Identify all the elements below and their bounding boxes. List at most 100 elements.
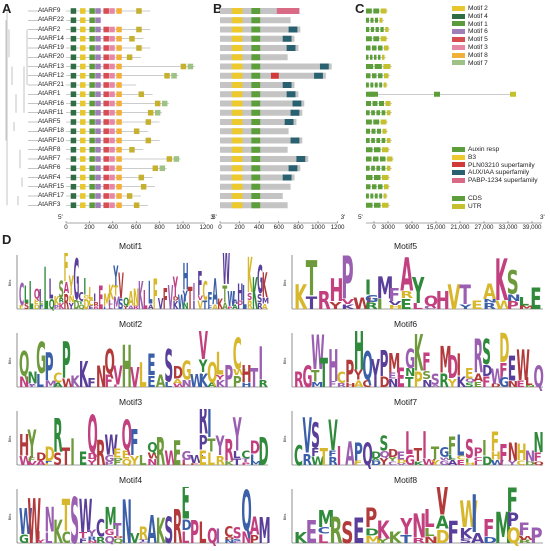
- logo-letter: R: [328, 455, 338, 468]
- motif-block: [103, 54, 109, 61]
- motif-block: [171, 72, 177, 79]
- motif-block: [89, 119, 95, 125]
- logo-letter: N: [19, 375, 29, 391]
- domain-auxin-resp: [251, 193, 261, 199]
- logo-letter: E: [397, 449, 405, 462]
- exon-cds: [380, 119, 387, 125]
- logo-letter: E: [34, 298, 39, 306]
- logo-letter: M: [365, 535, 382, 546]
- logo-letter: I: [377, 297, 383, 313]
- domain-aux-iaa: [282, 82, 292, 88]
- motif-title: Motif7: [394, 397, 418, 407]
- logo-letter: K: [79, 355, 89, 391]
- motif-block: [109, 109, 115, 116]
- logo-letter: F: [328, 449, 336, 458]
- logo-letter: K: [262, 265, 268, 305]
- motif-block: [95, 128, 101, 135]
- logo-letter: E: [79, 447, 87, 469]
- logo-letter: I: [237, 305, 240, 311]
- exon-cds: [376, 138, 381, 143]
- logo-letter: S: [431, 372, 440, 390]
- logo-letter: E: [122, 448, 130, 461]
- logo-letter: E: [474, 381, 483, 389]
- domain-auxin-resp: [251, 165, 261, 172]
- logo-letter: R: [518, 539, 532, 544]
- exon-cds: [366, 175, 373, 180]
- exon-cds: [370, 27, 375, 32]
- logo-letter: K: [294, 529, 308, 547]
- logo-letter: V: [118, 266, 124, 306]
- logo-letter: W: [190, 453, 204, 466]
- logo-letter: Q: [465, 378, 476, 383]
- logo-letter: V: [341, 298, 354, 306]
- logo-letter: W: [311, 454, 324, 468]
- logo-letter: L: [242, 279, 247, 313]
- logo-letter: D: [436, 527, 450, 547]
- logo-letter: K: [388, 528, 402, 547]
- logo-letter: Y: [387, 457, 397, 463]
- logo-letter: P: [233, 374, 242, 391]
- domain-aux-iaa: [288, 26, 298, 33]
- logo-letter: G: [405, 343, 415, 374]
- logo-letter: M: [439, 340, 451, 382]
- exon-cds: [371, 110, 375, 116]
- logo-letter: R: [337, 383, 347, 389]
- domain-b3: [231, 109, 243, 116]
- sequence-logo: Bits F C S L L D E Q F E I L Q L P K K R S R A F Y N Y D G Q T C D G I E C L…: [8, 253, 270, 313]
- logo-letter: R: [257, 302, 263, 312]
- logo-letter: Y: [214, 374, 225, 381]
- gene-label: AtARF20: [38, 53, 64, 61]
- logo-letter: A: [128, 305, 134, 310]
- logo-letter: L: [108, 304, 113, 311]
- logo-letter: K: [341, 303, 356, 310]
- logo-letter: N: [181, 378, 191, 389]
- gene-label: AtARF2: [38, 25, 61, 33]
- logo-letter: D: [36, 450, 46, 463]
- logo-y-axis-label: Bits: [283, 280, 287, 287]
- logo-letter: W: [19, 454, 32, 468]
- logo-letter: Q: [122, 458, 133, 467]
- exon-cds: [366, 54, 369, 60]
- logo-letter: R: [329, 510, 342, 547]
- logo-y-axis-label: Bits: [8, 514, 12, 521]
- logo-letter: I: [465, 458, 470, 464]
- logo-letter: H: [122, 333, 132, 391]
- logo-letter: H: [183, 258, 189, 300]
- legend-item: B3: [452, 154, 476, 161]
- motif-block: [89, 137, 95, 144]
- domain-b3: [231, 202, 243, 209]
- logo-letter: Y: [198, 359, 208, 377]
- logo-letter: Q: [533, 461, 544, 467]
- axis-tick-label: 0: [372, 224, 376, 231]
- legend-label: AUX/IAA superfamily: [468, 169, 530, 177]
- logo-letter: K: [495, 253, 509, 313]
- motif-title: Motif1: [119, 241, 143, 251]
- domain-auxin-resp: [251, 109, 261, 116]
- logo-letter: M: [518, 305, 535, 310]
- motif-block: [80, 26, 86, 33]
- logo-letter: E: [147, 349, 155, 383]
- logo-letter: C: [233, 541, 242, 544]
- logo-letter: C: [516, 460, 525, 467]
- motif-block: [109, 137, 115, 144]
- logo-letter: S: [164, 341, 173, 391]
- motif-block: [95, 119, 101, 125]
- motif-block: [109, 128, 115, 135]
- exon-cds: [383, 64, 391, 69]
- motif-block: [129, 146, 135, 153]
- logo-letter: P: [414, 369, 423, 391]
- exon-cds: [387, 156, 393, 162]
- motif-block: [103, 183, 109, 190]
- logo-letter: W: [233, 369, 246, 377]
- motif-block: [95, 54, 101, 61]
- logo-letter: L: [139, 356, 147, 391]
- motif-block: [80, 202, 86, 209]
- legend-label: Motif 8: [468, 51, 488, 59]
- logo-letter: N: [87, 540, 97, 544]
- logo-letter: G: [105, 529, 115, 537]
- axis-tick-label: 3000: [381, 224, 395, 231]
- legend-swatch: [452, 5, 465, 11]
- logo-letter: R: [474, 331, 483, 384]
- logo-letter: W: [518, 535, 537, 541]
- domain-b3: [231, 35, 243, 42]
